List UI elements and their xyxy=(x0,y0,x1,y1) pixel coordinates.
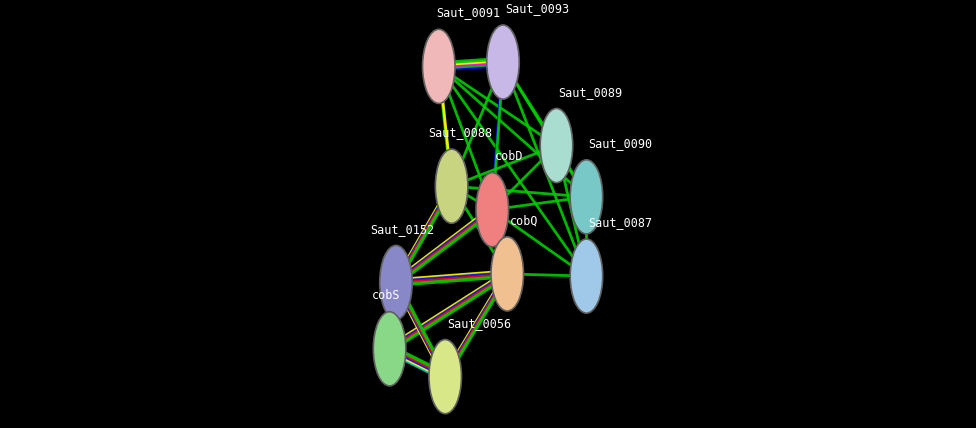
Ellipse shape xyxy=(476,172,508,247)
Text: Saut_0091: Saut_0091 xyxy=(436,6,501,20)
Text: cobD: cobD xyxy=(495,150,523,163)
Ellipse shape xyxy=(570,160,603,234)
Text: cobQ: cobQ xyxy=(509,214,538,227)
Text: Saut_0093: Saut_0093 xyxy=(506,2,569,15)
Text: cobS: cobS xyxy=(372,289,400,302)
Ellipse shape xyxy=(423,29,455,104)
Ellipse shape xyxy=(380,245,412,320)
Ellipse shape xyxy=(491,237,523,311)
Ellipse shape xyxy=(541,108,573,183)
Ellipse shape xyxy=(373,312,406,386)
Text: Saut_0152: Saut_0152 xyxy=(370,223,434,236)
Ellipse shape xyxy=(435,149,468,223)
Ellipse shape xyxy=(487,25,519,99)
Text: Saut_0088: Saut_0088 xyxy=(428,126,492,140)
Ellipse shape xyxy=(428,339,462,414)
Text: Saut_0090: Saut_0090 xyxy=(589,137,653,150)
Ellipse shape xyxy=(570,239,603,313)
Text: Saut_0087: Saut_0087 xyxy=(589,216,653,229)
Text: Saut_0089: Saut_0089 xyxy=(558,86,623,99)
Text: Saut_0056: Saut_0056 xyxy=(447,317,511,330)
